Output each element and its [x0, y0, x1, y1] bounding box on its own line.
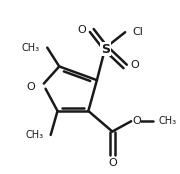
- Text: O: O: [77, 26, 86, 35]
- Text: CH₃: CH₃: [25, 130, 44, 140]
- Text: CH₃: CH₃: [159, 116, 177, 126]
- Text: Cl: Cl: [133, 27, 144, 37]
- Text: O: O: [130, 60, 139, 70]
- Text: S: S: [101, 43, 110, 56]
- Text: CH₃: CH₃: [22, 43, 40, 53]
- Text: O: O: [27, 82, 35, 92]
- Text: O: O: [132, 116, 141, 126]
- Text: O: O: [108, 158, 117, 168]
